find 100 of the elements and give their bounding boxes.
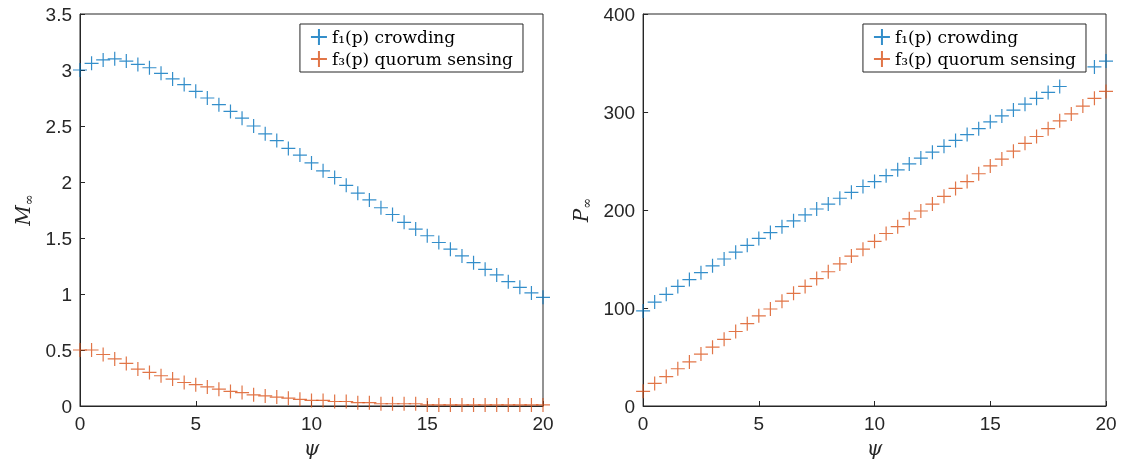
point bbox=[141, 60, 158, 76]
point bbox=[303, 155, 320, 171]
point bbox=[130, 56, 146, 72]
point bbox=[704, 258, 721, 274]
point bbox=[176, 76, 192, 93]
point bbox=[832, 190, 848, 206]
point bbox=[901, 211, 917, 227]
point bbox=[338, 393, 354, 410]
point bbox=[477, 261, 493, 277]
point bbox=[165, 371, 181, 387]
point bbox=[832, 256, 848, 272]
point bbox=[361, 395, 377, 411]
point bbox=[257, 126, 273, 142]
point bbox=[658, 369, 674, 385]
point bbox=[1005, 102, 1022, 118]
point bbox=[1086, 59, 1103, 75]
y-tick-label: 0.5 bbox=[45, 339, 72, 361]
point bbox=[797, 278, 813, 295]
point bbox=[211, 381, 227, 397]
point bbox=[292, 147, 308, 163]
legend-label: f₁(p) crowding bbox=[894, 27, 1019, 47]
point bbox=[442, 397, 458, 413]
point bbox=[292, 391, 308, 407]
point bbox=[350, 185, 366, 201]
point bbox=[739, 316, 755, 332]
legend-label: f₁(p) crowding bbox=[331, 27, 456, 47]
point bbox=[820, 264, 836, 280]
point bbox=[866, 233, 883, 249]
point bbox=[843, 248, 860, 264]
point bbox=[670, 361, 686, 377]
point bbox=[199, 379, 215, 395]
point bbox=[246, 387, 262, 403]
y-tick-label: 2 bbox=[61, 171, 72, 193]
point bbox=[890, 162, 906, 178]
x-tick-label: 10 bbox=[300, 413, 323, 434]
point bbox=[693, 346, 709, 362]
point bbox=[762, 301, 778, 317]
point bbox=[431, 234, 447, 251]
point bbox=[971, 121, 987, 137]
point bbox=[924, 196, 941, 212]
point bbox=[635, 303, 651, 319]
y-tick-label: 1.5 bbox=[45, 227, 72, 249]
point bbox=[315, 392, 331, 408]
point bbox=[635, 383, 651, 399]
point bbox=[361, 192, 377, 208]
point bbox=[670, 278, 686, 295]
y-tick-label: 3 bbox=[61, 59, 72, 81]
point bbox=[647, 375, 663, 392]
point bbox=[95, 346, 111, 363]
point bbox=[785, 285, 802, 301]
point bbox=[924, 144, 941, 160]
point bbox=[809, 271, 825, 287]
point bbox=[947, 132, 964, 149]
y-tick-label: 3.5 bbox=[45, 3, 72, 25]
point bbox=[716, 251, 732, 267]
point bbox=[681, 271, 697, 288]
y-tick-label: 0 bbox=[61, 395, 72, 417]
y-tick-label: 2.5 bbox=[45, 115, 72, 137]
point bbox=[465, 255, 482, 271]
point bbox=[762, 224, 778, 241]
point bbox=[1017, 135, 1033, 151]
point bbox=[751, 308, 767, 324]
point bbox=[1040, 84, 1056, 100]
point bbox=[716, 331, 732, 347]
point bbox=[681, 354, 697, 370]
point bbox=[936, 188, 952, 204]
point bbox=[72, 342, 88, 358]
point bbox=[396, 396, 412, 412]
point bbox=[647, 294, 663, 310]
point bbox=[693, 265, 709, 281]
point bbox=[1028, 90, 1045, 106]
point bbox=[141, 364, 158, 380]
point bbox=[234, 110, 250, 126]
point bbox=[477, 397, 493, 413]
point bbox=[535, 289, 551, 305]
legend-label: f₃(p) quorum sensing bbox=[894, 49, 1077, 69]
point bbox=[338, 177, 354, 193]
point bbox=[1075, 98, 1091, 114]
point bbox=[809, 201, 825, 217]
point bbox=[1063, 106, 1079, 122]
point bbox=[797, 207, 813, 223]
point bbox=[512, 279, 528, 295]
point bbox=[83, 342, 100, 358]
point bbox=[107, 51, 123, 67]
point bbox=[188, 377, 204, 393]
point bbox=[890, 219, 906, 235]
point bbox=[878, 168, 894, 184]
point bbox=[1052, 113, 1068, 129]
point bbox=[222, 103, 239, 120]
point bbox=[176, 374, 192, 391]
point bbox=[408, 396, 424, 412]
point bbox=[280, 390, 296, 406]
point bbox=[774, 293, 790, 309]
point bbox=[1098, 83, 1114, 100]
point bbox=[913, 150, 929, 166]
point bbox=[1017, 96, 1033, 112]
point bbox=[489, 267, 505, 283]
x-tick-label: 5 bbox=[190, 413, 202, 434]
point bbox=[785, 213, 802, 229]
point bbox=[83, 55, 100, 71]
